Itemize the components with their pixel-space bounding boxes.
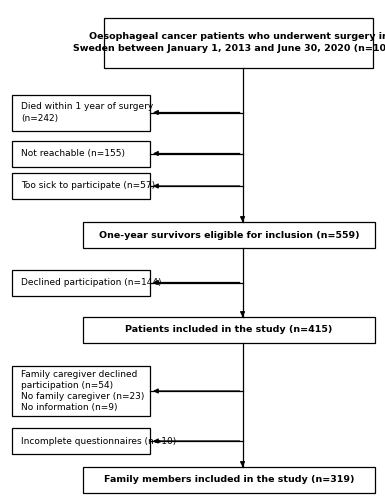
Text: Patients included in the study (n=415): Patients included in the study (n=415) xyxy=(126,326,333,334)
FancyBboxPatch shape xyxy=(83,317,375,343)
FancyBboxPatch shape xyxy=(12,366,150,416)
FancyBboxPatch shape xyxy=(12,140,150,166)
FancyBboxPatch shape xyxy=(12,270,150,295)
Text: One-year survivors eligible for inclusion (n=559): One-year survivors eligible for inclusio… xyxy=(99,230,359,239)
Text: Oesophageal cancer patients who underwent surgery in
Sweden between January 1, 2: Oesophageal cancer patients who underwen… xyxy=(74,32,385,52)
Text: Too sick to participate (n=57): Too sick to participate (n=57) xyxy=(21,182,155,190)
FancyBboxPatch shape xyxy=(83,222,375,248)
Text: Declined participation (n=144): Declined participation (n=144) xyxy=(21,278,162,287)
FancyBboxPatch shape xyxy=(12,428,150,454)
Text: Died within 1 year of surgery
(n=242): Died within 1 year of surgery (n=242) xyxy=(21,102,154,122)
FancyBboxPatch shape xyxy=(83,467,375,493)
FancyBboxPatch shape xyxy=(104,18,373,68)
FancyBboxPatch shape xyxy=(12,173,150,199)
FancyBboxPatch shape xyxy=(12,94,150,130)
Text: Family members included in the study (n=319): Family members included in the study (n=… xyxy=(104,476,354,484)
Text: Not reachable (n=155): Not reachable (n=155) xyxy=(21,149,125,158)
Text: Family caregiver declined
participation (n=54)
No family caregiver (n=23)
No inf: Family caregiver declined participation … xyxy=(21,370,144,412)
Text: Incomplete questionnaires (n=10): Incomplete questionnaires (n=10) xyxy=(21,436,176,446)
